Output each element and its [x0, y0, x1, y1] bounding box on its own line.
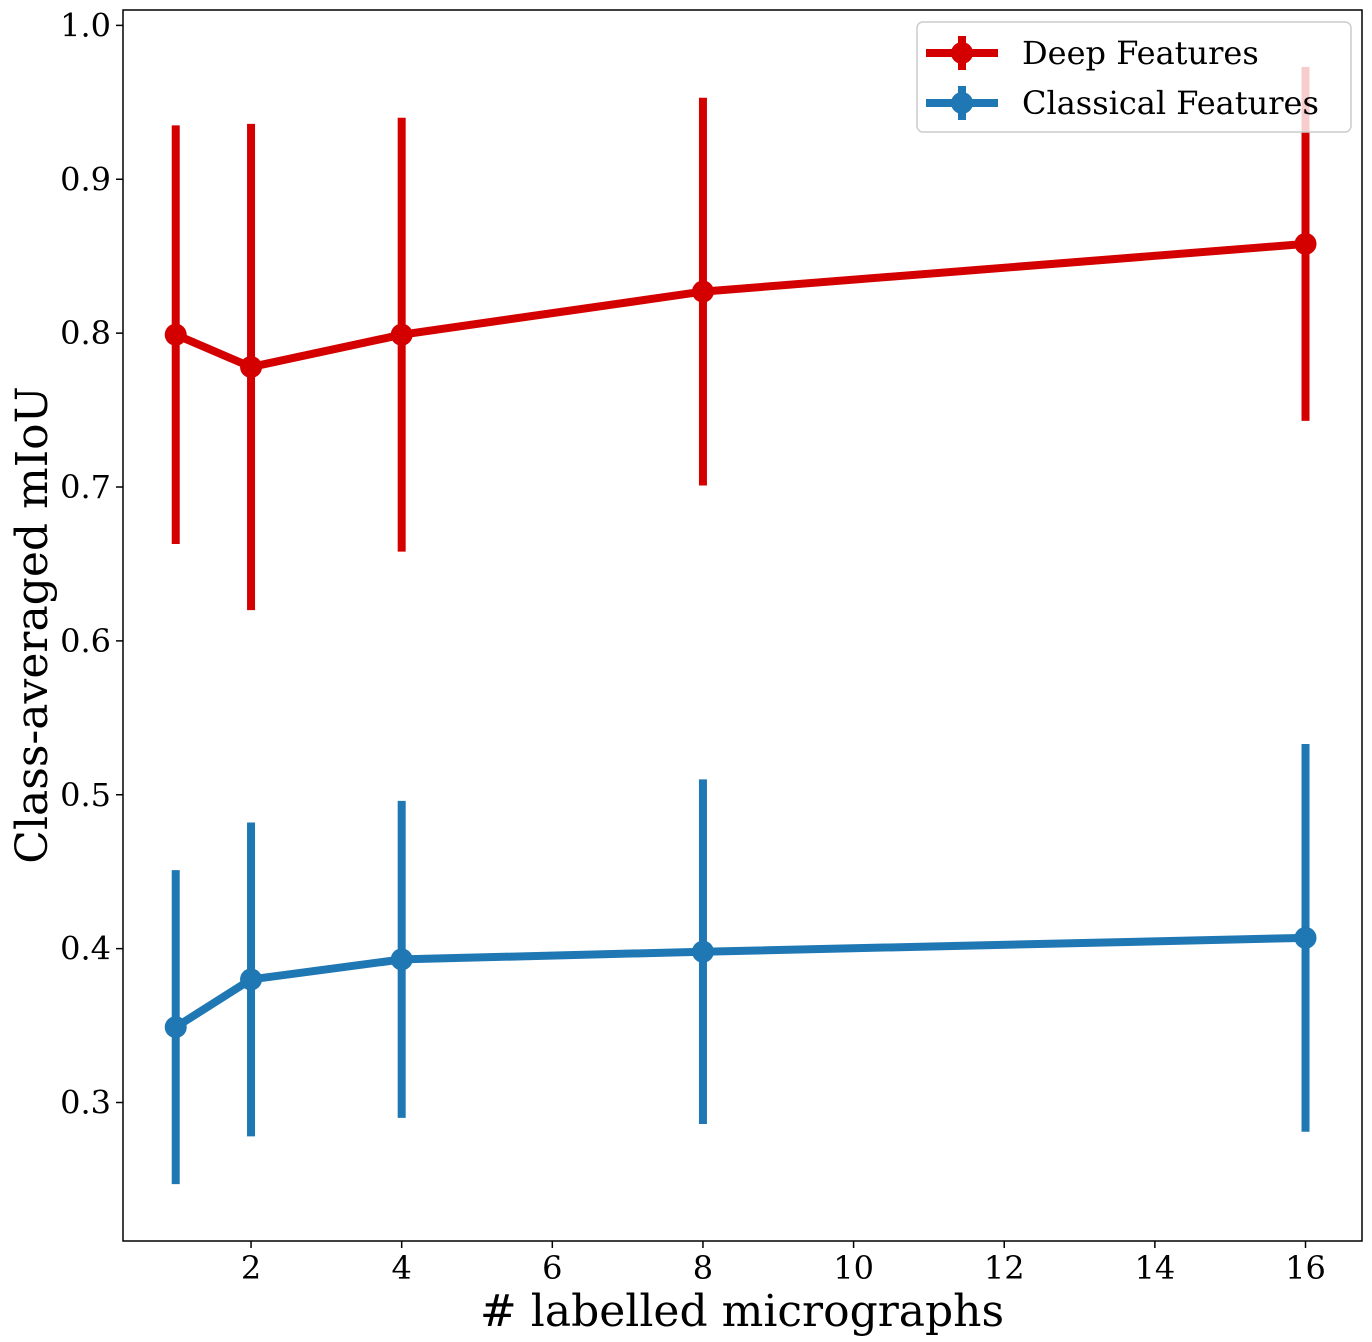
x-tick-label: 2: [241, 1249, 261, 1287]
x-axis: 2 4 6 8 10 12 14 16: [241, 1241, 1326, 1287]
y-tick-label: 0.5: [60, 776, 111, 814]
y-tick-label: 0.9: [60, 160, 111, 198]
y-tick-label: 0.3: [60, 1084, 111, 1122]
x-tick-label: 16: [1285, 1249, 1326, 1287]
x-tick-label: 8: [693, 1249, 713, 1287]
data-point: [240, 355, 263, 378]
x-tick-label: 12: [984, 1249, 1025, 1287]
series-line: [171, 933, 1310, 1032]
data-point: [240, 968, 263, 991]
y-tick-label: 0.4: [60, 930, 111, 968]
y-tick-label: 1.0: [60, 6, 111, 44]
data-point: [390, 323, 413, 346]
y-tick-label: 0.6: [60, 622, 111, 660]
x-tick-label: 4: [392, 1249, 412, 1287]
data-point: [691, 940, 714, 963]
plot-marks: [164, 66, 1317, 1185]
legend-label: Classical Features: [1022, 84, 1319, 122]
legend-marker: [951, 92, 973, 114]
series-line: [171, 239, 1310, 371]
data-point: [1294, 232, 1317, 255]
legend-label: Deep Features: [1022, 34, 1259, 72]
legend-marker: [951, 42, 973, 64]
y-axis-label: Class-averaged mIoU: [7, 386, 58, 863]
x-tick-label: 10: [833, 1249, 874, 1287]
series-classical-features: [164, 743, 1317, 1185]
data-point: [164, 1016, 187, 1039]
data-point: [164, 323, 187, 346]
legend-box: [916, 21, 1352, 133]
x-tick-label: 14: [1135, 1249, 1176, 1287]
legend-item: Classical Features: [926, 84, 1319, 122]
x-tick-label: 6: [542, 1249, 562, 1287]
plot-frame: [122, 9, 1363, 1242]
y-axis: 0.3 0.4 0.5 0.6 0.7 0.8 0.9 1.0: [60, 6, 123, 1122]
series-deep-features: [164, 66, 1317, 611]
x-axis-label: # labelled micrographs: [480, 1286, 1004, 1337]
y-tick-label: 0.7: [60, 468, 111, 506]
data-point: [390, 948, 413, 971]
legend-item: Deep Features: [926, 34, 1259, 72]
legend: Deep Features Classical Features: [916, 21, 1352, 133]
data-point: [691, 280, 714, 303]
data-point: [1294, 926, 1317, 949]
y-tick-label: 0.8: [60, 314, 111, 352]
